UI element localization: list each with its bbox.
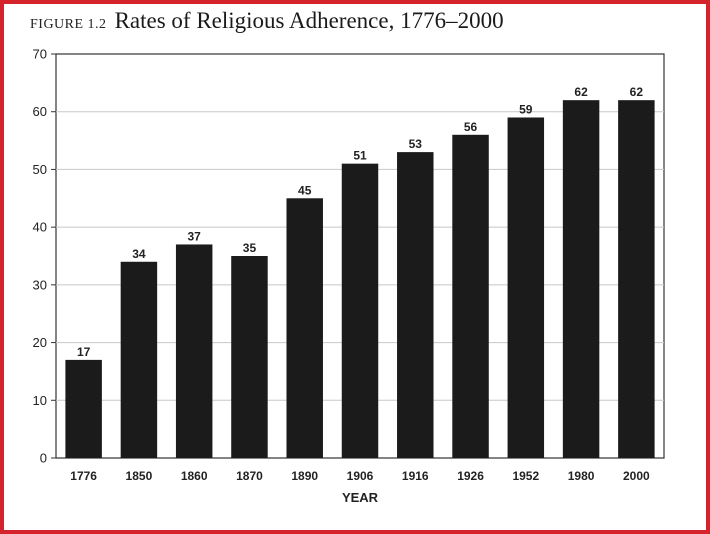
y-tick-label: 50 bbox=[33, 162, 47, 177]
bar-1952 bbox=[507, 117, 545, 458]
bar-1906 bbox=[341, 163, 379, 458]
data-label-1860: 37 bbox=[188, 229, 202, 243]
data-label-1776: 17 bbox=[77, 345, 91, 359]
x-tick-label-1980: 1980 bbox=[568, 469, 595, 483]
data-label-1870: 35 bbox=[243, 241, 257, 255]
x-tick-label-2000: 2000 bbox=[623, 469, 650, 483]
y-tick-label: 0 bbox=[40, 451, 47, 466]
data-label-1890: 45 bbox=[298, 183, 312, 197]
x-tick-label-1870: 1870 bbox=[236, 469, 263, 483]
bar-1850 bbox=[120, 261, 158, 458]
y-tick-label: 30 bbox=[33, 277, 47, 292]
data-label-1850: 34 bbox=[132, 247, 146, 261]
data-label-1980: 62 bbox=[574, 85, 588, 99]
data-label-1926: 56 bbox=[464, 120, 478, 134]
data-label-2000: 62 bbox=[630, 85, 644, 99]
x-tick-label-1916: 1916 bbox=[402, 469, 429, 483]
bars bbox=[65, 100, 655, 459]
x-tick-label-1952: 1952 bbox=[512, 469, 539, 483]
bar-1916 bbox=[397, 152, 434, 458]
y-axis-ticks: 0 10 20 30 40 50 60 70 bbox=[33, 47, 56, 466]
bar-1860 bbox=[175, 244, 213, 458]
data-labels: 17 34 37 35 45 51 53 56 59 62 62 bbox=[77, 85, 643, 359]
data-label-1952: 59 bbox=[519, 102, 533, 116]
data-label-1916: 53 bbox=[409, 137, 423, 151]
x-axis-label: YEAR bbox=[342, 490, 379, 505]
y-tick-label: 10 bbox=[33, 393, 47, 408]
y-tick-label: 60 bbox=[33, 104, 47, 119]
bar-1926 bbox=[452, 134, 489, 459]
bar-1980 bbox=[562, 100, 600, 459]
bar-2000 bbox=[618, 100, 655, 459]
x-axis-ticks: 1776 1850 1860 1870 1890 1906 1916 1926 1952 1980… bbox=[70, 469, 650, 483]
bar-1870 bbox=[231, 256, 268, 458]
x-tick-label-1890: 1890 bbox=[291, 469, 318, 483]
x-tick-label-1860: 1860 bbox=[181, 469, 208, 483]
x-tick-label-1850: 1850 bbox=[126, 469, 153, 483]
y-tick-label: 70 bbox=[33, 47, 47, 62]
data-label-1906: 51 bbox=[353, 149, 367, 163]
x-tick-label-1906: 1906 bbox=[347, 469, 374, 483]
y-tick-label: 20 bbox=[33, 335, 47, 350]
figure-label: FIGURE 1.2 bbox=[30, 17, 107, 32]
y-tick-label: 40 bbox=[33, 220, 47, 235]
figure-title: Rates of Religious Adherence, 1776–2000 bbox=[114, 8, 504, 33]
x-tick-label-1926: 1926 bbox=[457, 469, 484, 483]
x-tick-label-1776: 1776 bbox=[70, 469, 97, 483]
figure-title-block: FIGURE 1.2 Rates of Religious Adherence,… bbox=[30, 8, 504, 38]
bar-1890 bbox=[286, 198, 323, 459]
bar-1776 bbox=[65, 359, 102, 458]
